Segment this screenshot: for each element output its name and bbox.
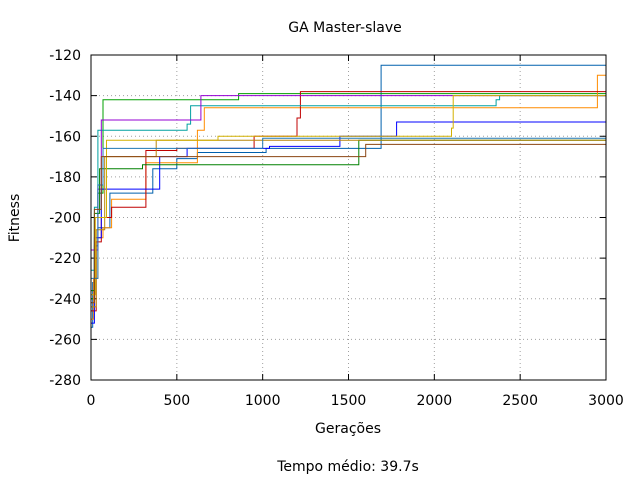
x-tick-label: 1000 <box>245 393 281 409</box>
y-tick-label: -160 <box>49 129 81 145</box>
grid <box>91 55 606 380</box>
x-tick-label: 0 <box>87 393 96 409</box>
y-axis-label: Fitness <box>7 194 23 243</box>
y-tick-label: -200 <box>49 211 81 227</box>
x-tick-label: 3000 <box>588 393 624 409</box>
series-line-12 <box>91 143 606 304</box>
x-tick-label: 1500 <box>331 393 367 409</box>
x-tick-label: 500 <box>163 393 190 409</box>
y-tick-label: -280 <box>49 373 81 389</box>
series-line-10 <box>91 95 606 296</box>
y-tick-label: -120 <box>49 48 81 64</box>
series-line-2 <box>91 93 606 300</box>
y-tick-label: -140 <box>49 89 81 105</box>
plot-frame <box>90 54 607 381</box>
series-line-6 <box>91 95 606 251</box>
y-tick-label: -240 <box>49 292 81 308</box>
series-line-5 <box>91 95 606 271</box>
y-tick-label: -180 <box>49 170 81 186</box>
axis-ticks: 0 500 1000 1500 2000 2500 3000 -280 -260 -240 -220… <box>49 48 624 409</box>
x-axis-label: Gerações <box>315 421 381 437</box>
series-line-7 <box>91 121 606 324</box>
series-line-11 <box>91 137 606 279</box>
x-tick-label: 2500 <box>502 393 538 409</box>
series-group <box>91 64 607 328</box>
y-tick-label: -220 <box>49 251 81 267</box>
y-tick-label: -260 <box>49 332 81 348</box>
footer-mean-time: Tempo médio: 39.7s <box>276 459 419 475</box>
series-line-4 <box>91 91 606 312</box>
chart-title: GA Master-slave <box>288 20 402 36</box>
x-tick-label: 2000 <box>417 393 453 409</box>
